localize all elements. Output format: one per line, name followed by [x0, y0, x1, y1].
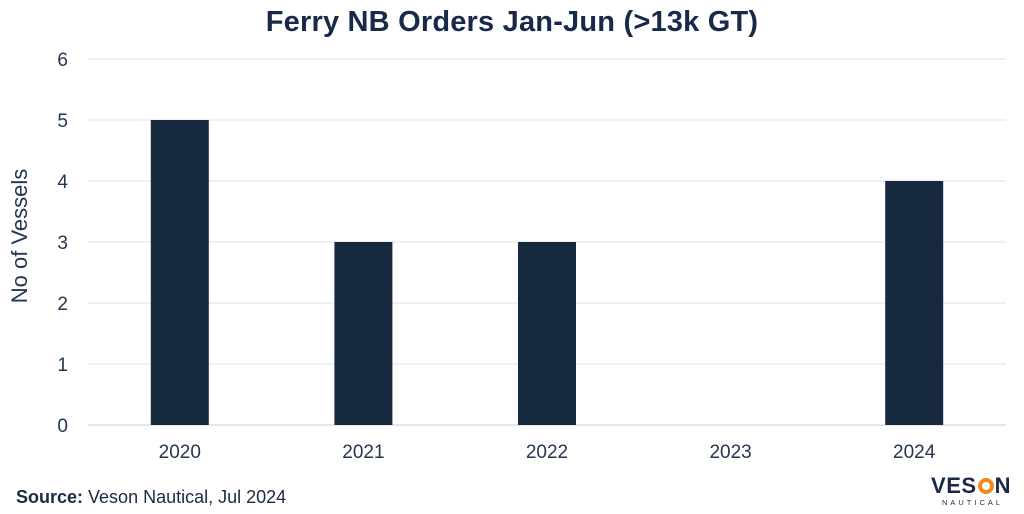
y-tick-label: 6 [57, 50, 68, 71]
y-tick-label: 1 [57, 355, 68, 376]
logo-text-start: VES [931, 473, 977, 498]
x-tick-label: 2023 [709, 442, 751, 463]
x-tick-labels: 2020 2021 2022 2023 2024 [159, 442, 936, 463]
bar-chart: 0 1 2 3 4 5 6 2020 2021 2022 2023 2024 No of Vesse… [7, 50, 1006, 463]
x-tick-label: 2021 [342, 442, 384, 463]
logo-subtext: NAUTICAL [941, 498, 1004, 507]
source-note: Source: Veson Nautical, Jul 2024 [16, 487, 286, 508]
x-tick-label: 2022 [526, 442, 568, 463]
source-text: Veson Nautical, Jul 2024 [83, 487, 287, 507]
bar-2022 [518, 242, 576, 425]
bar-2021 [334, 242, 393, 425]
y-tick-label: 4 [57, 172, 68, 193]
y-tick-labels: 0 1 2 3 4 5 6 [57, 50, 68, 437]
chart-title: Ferry NB Orders Jan-Jun (>13k GT) [265, 6, 759, 38]
logo-o-ring-icon [977, 478, 994, 494]
x-tick-label: 2024 [893, 442, 936, 463]
logo-text-end: N [994, 473, 1011, 498]
bars [150, 120, 944, 425]
y-tick-label: 2 [57, 294, 68, 315]
bar-2020 [150, 120, 209, 425]
logo-wordmark: VES N [926, 474, 1016, 498]
y-axis-label: No of Vessels [7, 169, 32, 304]
y-tick-label: 0 [57, 416, 68, 437]
bar-2024 [885, 181, 944, 425]
veson-logo: VES N NAUTICAL [926, 474, 1016, 508]
y-tick-label: 5 [57, 111, 68, 132]
y-tick-label: 3 [57, 233, 68, 254]
x-tick-label: 2020 [159, 442, 201, 463]
source-label: Source: [16, 487, 84, 507]
